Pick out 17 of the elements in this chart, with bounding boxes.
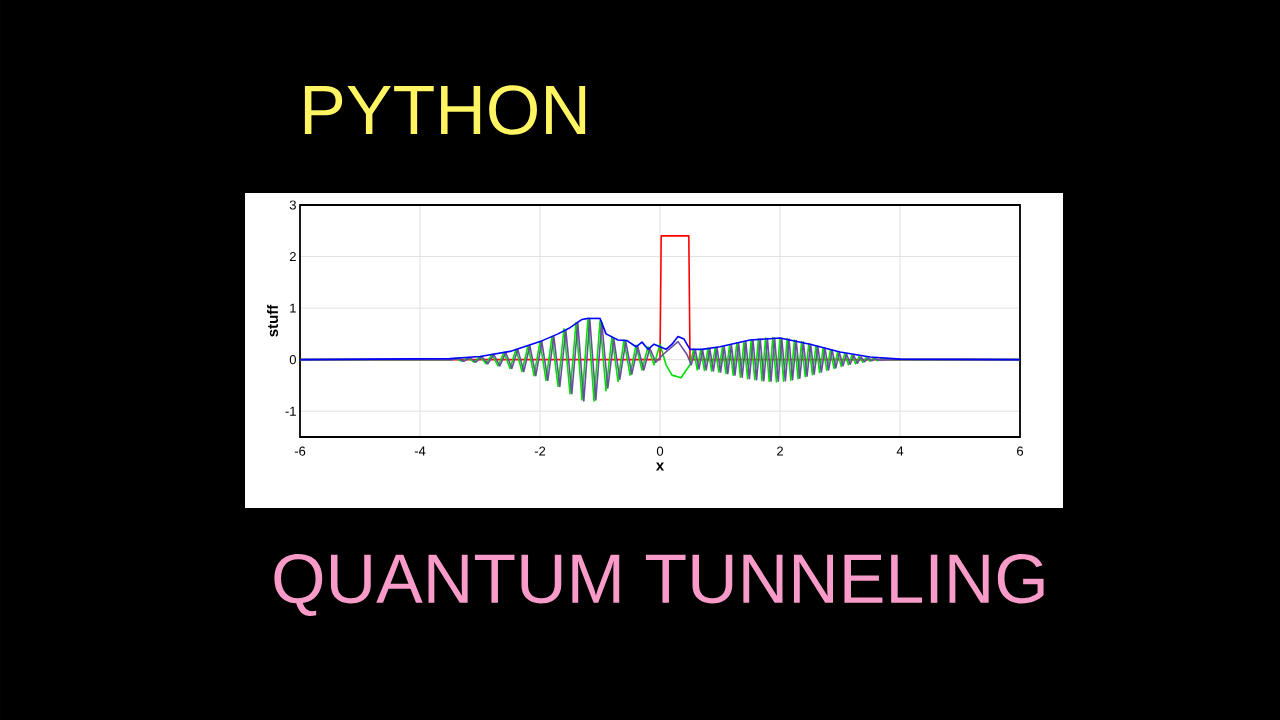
y-tick-label: 1: [290, 303, 296, 313]
chart-title: PYTHON: [304, 85, 586, 135]
x-axis-title: x: [655, 462, 665, 471]
x-tick-label: 6: [1017, 446, 1024, 456]
y-tick-label: 2: [289, 252, 296, 262]
x-tick-label: -2: [534, 446, 546, 456]
x-tick-label: -4: [414, 446, 426, 456]
x-tick-label: -6: [294, 446, 306, 456]
x-tick-label: 2: [777, 446, 783, 456]
x-tick-label: 0: [656, 446, 664, 456]
y-tick-label: -1: [285, 406, 296, 416]
x-tick-label: 4: [896, 446, 904, 456]
y-tick-label: 0: [289, 355, 296, 365]
y-tick-label: 3: [289, 200, 296, 210]
y-axis-title: stuff: [267, 304, 279, 337]
line-series: [300, 317, 1021, 361]
text: QUANTUM TUNNELING: [274, 553, 1044, 617]
